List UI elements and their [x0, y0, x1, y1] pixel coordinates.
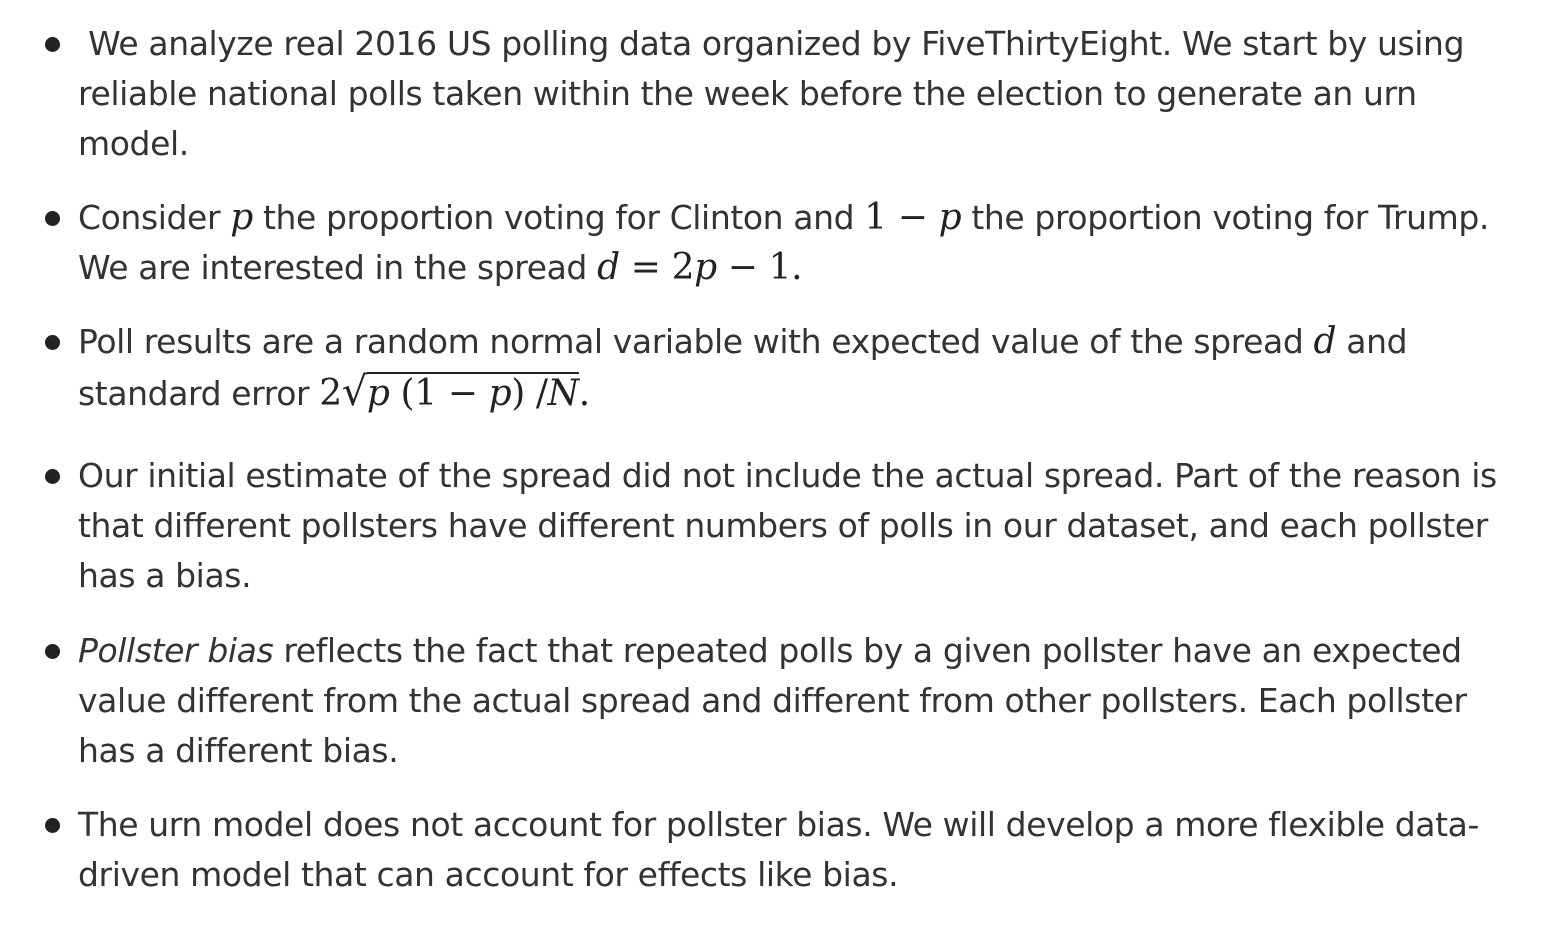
text-line: reliable national polls taken within the…	[78, 74, 1417, 113]
math-variable-p: p	[230, 197, 253, 238]
radicand: p (1 − p) /N	[366, 372, 580, 414]
text-line: has a bias.	[78, 556, 252, 595]
text-line: driven model that can account for effect…	[78, 855, 899, 894]
bullet-dot-icon	[45, 469, 60, 484]
math-variable-p: p	[938, 197, 962, 238]
bullet-item-5: Pollster bias reflects the fact that rep…	[45, 626, 1548, 776]
text-line: Pollster bias reflects the fact that rep…	[78, 626, 1548, 676]
math-variable-p: p	[488, 373, 512, 414]
text-line: has a different bias.	[78, 731, 399, 770]
math-expression: ) /	[511, 373, 548, 414]
bullet-item-6: The urn model does not account for polls…	[45, 800, 1548, 900]
text-line: standard error 2√p (1 − p) /N.	[78, 367, 1548, 419]
bullet-item-2: Consider p the proportion voting for Cli…	[45, 193, 1548, 293]
text-line: Our initial estimate of the spread did n…	[78, 456, 1497, 495]
math-period: .	[578, 373, 590, 414]
text-line: The urn model does not account for polls…	[78, 805, 1479, 844]
emphasis-term: Pollster bias	[78, 631, 274, 670]
text-line: Poll results are a random normal variabl…	[78, 317, 1548, 367]
text-segment: the proportion voting for Clinton and	[252, 198, 865, 237]
bullet-item-3: Poll results are a random normal variabl…	[45, 317, 1548, 419]
math-variable-d: d	[1313, 321, 1337, 362]
text-segment: Consider	[78, 198, 231, 237]
text-line: value different from the actual spread a…	[78, 681, 1467, 720]
math-variable-n: N	[547, 373, 580, 414]
bullet-item-4: Our initial estimate of the spread did n…	[45, 451, 1548, 601]
bullet-dot-icon	[45, 37, 60, 52]
text-line: that different pollsters have different …	[78, 506, 1488, 545]
text-segment: and	[1336, 322, 1408, 361]
text-segment: Poll results are a random normal variabl…	[78, 322, 1314, 361]
math-number: 1	[864, 197, 887, 238]
text-segment: reflects the fact that repeated polls by…	[273, 631, 1462, 670]
bullet-dot-icon	[45, 644, 60, 659]
text-segment: We are interested in the spread	[78, 248, 598, 287]
math-period: .	[791, 247, 803, 288]
bullet-dot-icon	[45, 335, 60, 350]
math-expression: = 2	[619, 247, 695, 288]
bullet-item-1: We analyze real 2016 US polling data org…	[45, 19, 1548, 169]
math-variable-p: p	[366, 373, 390, 414]
math-variable-d: d	[597, 247, 620, 288]
math-number: 2	[319, 373, 342, 414]
math-expression: − 1	[716, 247, 792, 288]
bullet-dot-icon	[45, 818, 60, 833]
math-expression: (1 −	[389, 373, 489, 414]
text-line: We analyze real 2016 US polling data org…	[78, 24, 1465, 63]
bullet-dot-icon	[45, 211, 60, 226]
square-root-icon: √	[341, 369, 367, 415]
text-line: Consider p the proportion voting for Cli…	[78, 193, 1548, 243]
text-segment: standard error	[78, 374, 320, 413]
math-operator: −	[886, 197, 939, 238]
text-line: We are interested in the spread d = 2p −…	[78, 243, 1548, 293]
text-line: model.	[78, 124, 189, 163]
math-variable-p: p	[694, 247, 717, 288]
text-segment: the proportion voting for Trump.	[961, 198, 1490, 237]
